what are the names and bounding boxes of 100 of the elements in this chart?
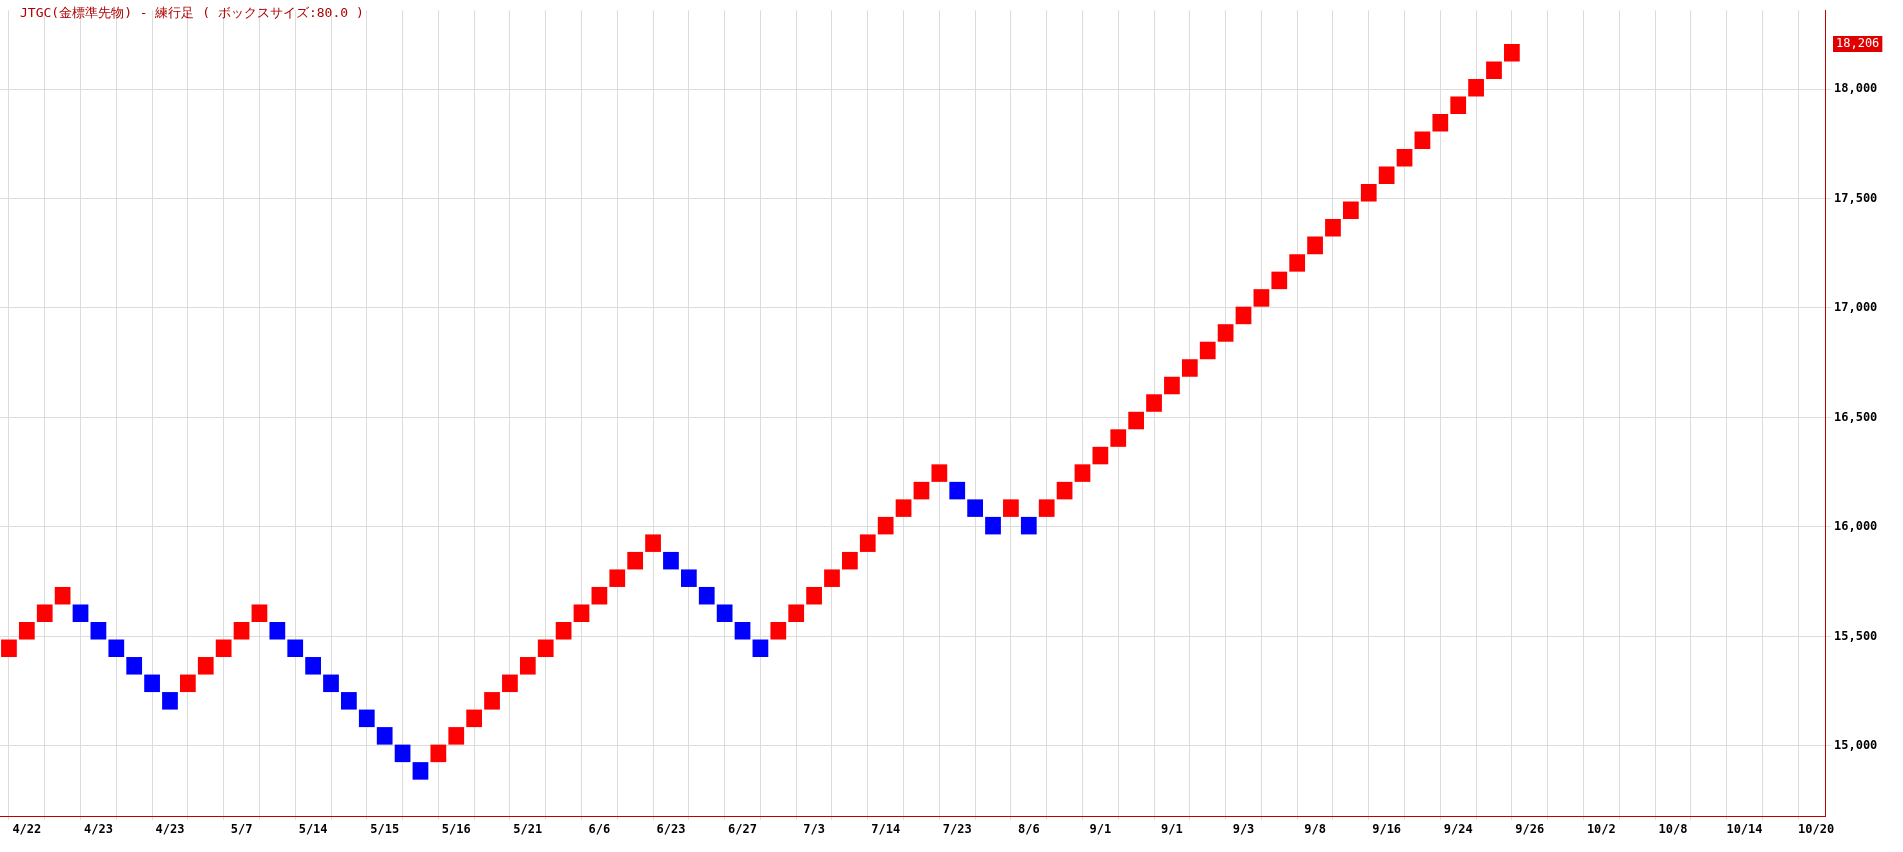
- bar: [144, 674, 160, 693]
- bar: [1199, 341, 1216, 360]
- x-tick-label: 9/8: [1304, 822, 1326, 837]
- bar: [269, 622, 286, 640]
- bar: [1289, 254, 1306, 272]
- bar: [752, 639, 769, 658]
- bar: [788, 604, 805, 622]
- bar: [913, 481, 930, 500]
- x-tick-label: 5/14: [298, 822, 328, 837]
- bar: [1450, 96, 1467, 114]
- bar: [877, 516, 894, 535]
- bar: [1432, 113, 1449, 132]
- bar: [698, 586, 715, 605]
- bar: [967, 499, 983, 517]
- x-tick-label: 9/16: [1372, 822, 1402, 837]
- y-tick-label: 15,500: [1834, 628, 1878, 643]
- bar: [1074, 464, 1091, 482]
- y-tick-label: 18,000: [1834, 81, 1878, 96]
- bar: [1325, 219, 1341, 237]
- bar: [609, 569, 626, 587]
- bar: [519, 657, 536, 675]
- bar: [180, 674, 196, 693]
- bar: [162, 692, 178, 710]
- bar: [645, 534, 661, 552]
- bar: [573, 604, 590, 622]
- bar: [1, 639, 17, 658]
- x-tick-label: 5/7: [230, 822, 253, 837]
- bar: [1003, 499, 1019, 517]
- bar: [1468, 78, 1484, 97]
- bar: [1092, 446, 1109, 465]
- bar: [555, 622, 572, 640]
- x-tick-label: 9/1: [1161, 822, 1183, 837]
- x-tick-label: 7/23: [942, 822, 972, 837]
- bar: [251, 604, 268, 622]
- bar: [1307, 236, 1323, 255]
- bar: [1128, 411, 1145, 430]
- bar: [1342, 201, 1359, 220]
- text: 18,206: [1836, 36, 1880, 51]
- bar: [1110, 429, 1127, 447]
- x-tick-label: 6/27: [728, 822, 757, 837]
- bar: [90, 622, 107, 640]
- bar: [36, 604, 53, 622]
- bar: [1235, 306, 1252, 325]
- bar: [448, 727, 465, 745]
- bar: [824, 569, 840, 587]
- x-tick-label: 6/6: [588, 822, 611, 837]
- x-tick-label: 5/16: [441, 822, 471, 837]
- x-tick-label: 9/26: [1515, 822, 1545, 837]
- x-tick-label: 9/3: [1232, 822, 1255, 837]
- bar: [1253, 289, 1270, 307]
- bar: [591, 586, 608, 605]
- x-tick-label: 9/1: [1089, 822, 1112, 837]
- y-tick-label: 17,000: [1834, 300, 1878, 315]
- bar: [1486, 61, 1502, 79]
- bar: [502, 674, 518, 693]
- bar: [949, 481, 966, 500]
- x-tick-label: 8/6: [1017, 822, 1040, 837]
- x-tick-label: 4/23: [83, 822, 113, 837]
- bar: [233, 622, 250, 640]
- bar: [197, 657, 214, 675]
- bar: [770, 622, 787, 640]
- bar: [1271, 271, 1288, 290]
- bar: [287, 639, 304, 658]
- chart-title: JTGC(金標準先物) - 練行足 ( ボックスサイズ:80.0 ): [20, 4, 364, 22]
- bar: [215, 639, 232, 658]
- x-tick-label: 5/15: [370, 822, 400, 837]
- y-tick-label: 16,000: [1834, 519, 1878, 534]
- bar: [985, 516, 1001, 535]
- bar: [1056, 481, 1073, 500]
- bar: [680, 569, 697, 587]
- bar: [126, 657, 143, 675]
- y-tick-label: 17,500: [1834, 190, 1878, 205]
- bar: [1378, 166, 1395, 185]
- bar: [1217, 324, 1234, 342]
- bar: [108, 639, 125, 658]
- bar: [842, 551, 858, 570]
- bar: [323, 674, 339, 693]
- bar: [484, 692, 500, 710]
- bar: [895, 499, 912, 517]
- bar: [466, 709, 483, 728]
- bar: [1414, 131, 1431, 150]
- bar: [72, 604, 89, 622]
- x-tick-label: 7/14: [871, 822, 901, 837]
- x-tick-label: 9/24: [1443, 822, 1473, 837]
- y-tick-label: 16,500: [1834, 409, 1878, 424]
- bar: [1020, 516, 1037, 535]
- bar: [537, 639, 554, 658]
- bar: [18, 622, 35, 640]
- bar: [1146, 394, 1162, 412]
- bar: [305, 657, 321, 675]
- bar: [394, 744, 411, 763]
- bar: [412, 762, 429, 780]
- bar: [663, 551, 679, 570]
- bar: [931, 464, 948, 482]
- bar: [859, 534, 876, 552]
- bar: [1360, 184, 1377, 202]
- bar: [1504, 43, 1520, 62]
- bar: [54, 586, 71, 605]
- x-tick-label: 10/8: [1658, 822, 1688, 837]
- x-tick-label: 6/23: [656, 822, 686, 837]
